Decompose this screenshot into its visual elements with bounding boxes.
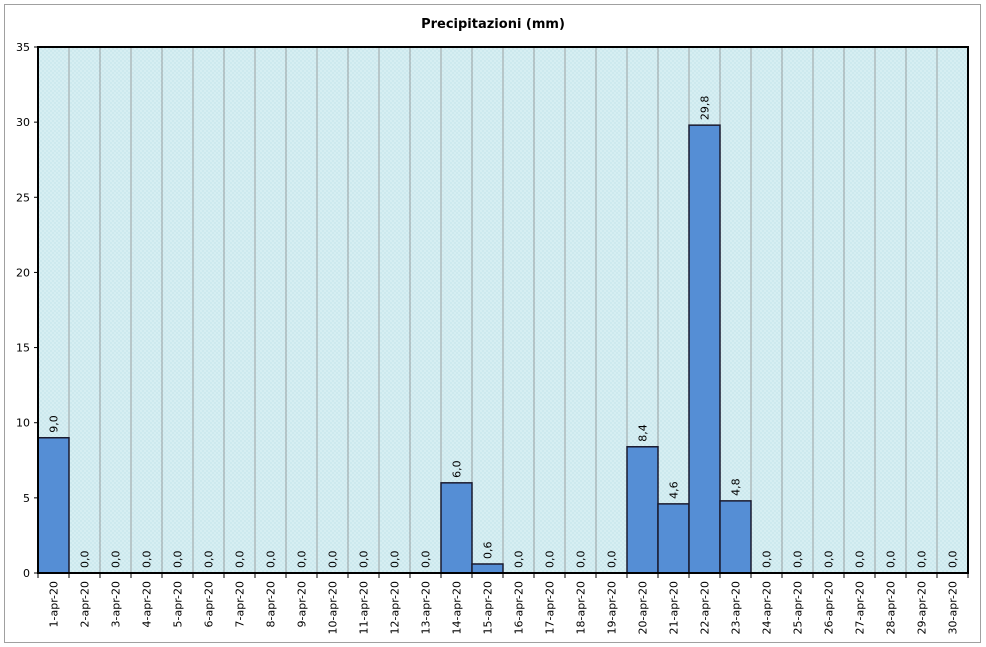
bar xyxy=(37,436,70,574)
data-label: 0,0 xyxy=(885,551,898,569)
data-label: 0,0 xyxy=(544,551,557,569)
y-axis: 0 5 10 15 20 25 30 35 xyxy=(16,41,38,580)
y-tick-label: 20 xyxy=(16,266,30,279)
data-label: 0,0 xyxy=(916,551,929,569)
x-axis: 1-apr-20 2-apr-20 3-apr-20 4-apr-20 5-apr-20… xyxy=(37,573,969,634)
data-label: 0,0 xyxy=(606,551,619,569)
data-label: 29,8 xyxy=(699,96,712,121)
x-tick-label: 26-apr-20 xyxy=(823,581,836,634)
data-label: 0,0 xyxy=(420,551,433,569)
data-label: 0,0 xyxy=(389,551,402,569)
data-label: 0,0 xyxy=(172,551,185,569)
data-label: 0,0 xyxy=(513,551,526,569)
x-tick-label: 19-apr-20 xyxy=(606,581,619,634)
bar xyxy=(471,563,504,574)
data-label: 0,0 xyxy=(854,551,867,569)
bar xyxy=(440,482,473,574)
data-label: 0,0 xyxy=(327,551,340,569)
data-label: 0,0 xyxy=(792,551,805,569)
x-tick-label: 16-apr-20 xyxy=(513,581,526,634)
bar xyxy=(657,503,690,574)
y-tick-label: 5 xyxy=(23,492,30,505)
x-tick-label: 10-apr-20 xyxy=(327,581,340,634)
x-tick-label: 27-apr-20 xyxy=(854,581,867,634)
bars xyxy=(37,124,752,574)
x-tick-label: 8-apr-20 xyxy=(265,581,278,627)
x-tick-label: 3-apr-20 xyxy=(110,581,123,627)
plot-border xyxy=(37,46,969,574)
x-tick-label: 9-apr-20 xyxy=(296,581,309,627)
x-tick-label: 14-apr-20 xyxy=(451,581,464,634)
bar xyxy=(719,500,752,574)
x-tick-label: 4-apr-20 xyxy=(141,581,154,627)
y-tick-label: 25 xyxy=(16,191,30,204)
y-tick-label: 30 xyxy=(16,116,30,129)
x-tick-label: 28-apr-20 xyxy=(885,581,898,634)
x-tick-label: 17-apr-20 xyxy=(544,581,557,634)
chart-title: Precipitazioni (mm) xyxy=(421,17,565,32)
x-tick-label: 18-apr-20 xyxy=(575,581,588,634)
x-tick-label: 21-apr-20 xyxy=(668,581,681,634)
x-tick-label: 20-apr-20 xyxy=(637,581,650,634)
y-tick-label: 15 xyxy=(16,342,30,355)
y-tick-label: 0 xyxy=(23,567,30,580)
data-label: 4,8 xyxy=(730,478,743,496)
x-tick-label: 25-apr-20 xyxy=(792,581,805,634)
x-tick-label: 12-apr-20 xyxy=(389,581,402,634)
data-label: 0,0 xyxy=(203,551,216,569)
data-label: 0,0 xyxy=(265,551,278,569)
data-label: 8,4 xyxy=(637,424,650,442)
data-label: 0,0 xyxy=(234,551,247,569)
x-tick-label: 29-apr-20 xyxy=(916,581,929,634)
x-tick-label: 30-apr-20 xyxy=(947,581,960,634)
x-tick-label: 1-apr-20 xyxy=(48,581,61,627)
data-label: 0,0 xyxy=(947,551,960,569)
bar xyxy=(626,446,659,574)
data-label: 0,0 xyxy=(761,551,774,569)
data-label: 0,6 xyxy=(482,541,495,559)
data-label: 0,0 xyxy=(823,551,836,569)
data-label: 0,0 xyxy=(358,551,371,569)
data-label: 9,0 xyxy=(48,415,61,433)
bar xyxy=(688,124,721,574)
x-tick-label: 11-apr-20 xyxy=(358,581,371,634)
x-tick-label: 7-apr-20 xyxy=(234,581,247,627)
x-tick-label: 5-apr-20 xyxy=(172,581,185,627)
x-tick-label: 2-apr-20 xyxy=(79,581,92,627)
data-label: 0,0 xyxy=(79,551,92,569)
data-label: 4,6 xyxy=(668,481,681,499)
data-label: 0,0 xyxy=(141,551,154,569)
data-label: 0,0 xyxy=(296,551,309,569)
x-tick-label: 6-apr-20 xyxy=(203,581,216,627)
y-tick-label: 35 xyxy=(16,41,30,54)
y-tick-label: 10 xyxy=(16,417,30,430)
x-tick-label: 13-apr-20 xyxy=(420,581,433,634)
data-label: 6,0 xyxy=(451,460,464,478)
x-tick-label: 15-apr-20 xyxy=(482,581,495,634)
x-tick-label: 22-apr-20 xyxy=(699,581,712,634)
data-label: 0,0 xyxy=(110,551,123,569)
data-labels: 9,0 0,0 0,0 0,0 0,0 0,0 0,0 0,0 0,0 0,0 0,0 0,0 0,0 6… xyxy=(48,96,960,568)
data-label: 0,0 xyxy=(575,551,588,569)
x-tick-label: 23-apr-20 xyxy=(730,581,743,634)
x-tick-label: 24-apr-20 xyxy=(761,581,774,634)
